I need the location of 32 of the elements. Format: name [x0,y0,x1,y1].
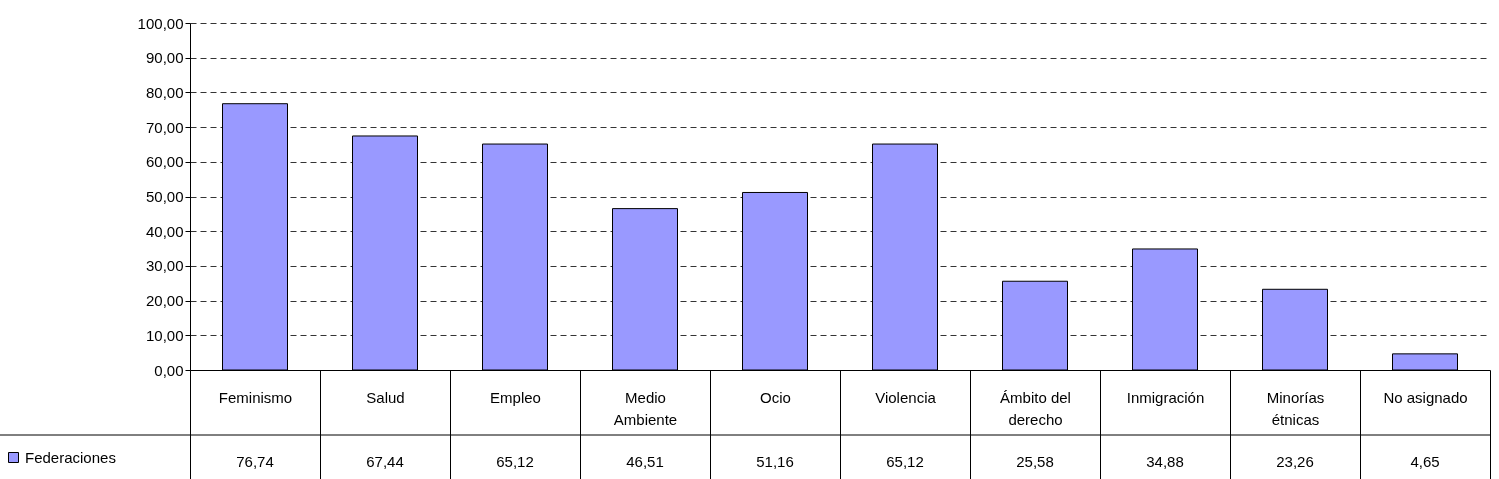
y-tick-label: 20,00 [145,292,184,310]
x-tick-label: Salud [366,388,405,406]
y-tick-label: 100,00 [137,14,184,32]
x-tick-label: Medio Ambiente [613,388,678,428]
x-tick-label: Inmigración [1126,388,1205,406]
y-tick-label: 60,00 [145,153,184,171]
data-label: 23,26 [1276,453,1314,470]
x-tick-label: Minorías étnicas [1266,388,1325,428]
y-tick-label: 50,00 [145,188,184,205]
x-tick-label: Violencia [875,388,937,406]
y-tick-label: 40,00 [145,222,184,240]
y-tick-label: 70,00 [145,118,184,136]
data-label: 34,88 [1146,453,1184,470]
y-tick-label: 0,00 [154,361,184,379]
data-label: 25,58 [1016,453,1054,470]
data-label: 65,12 [886,453,924,470]
y-tick-label: 10,00 [145,326,184,344]
data-label: 4,65 [1410,453,1440,470]
data-label: 46,51 [626,453,664,470]
y-tick-label: 90,00 [145,49,184,67]
x-tick-label: Ocio [760,388,791,406]
x-tick-label: Empleo [490,388,541,406]
data-label: 67,44 [366,453,404,470]
data-label: 76,74 [236,453,274,470]
legend-label: Federaciones [25,448,116,466]
data-label: 65,12 [496,453,534,470]
x-tick-label: Ámbito del derecho [1000,388,1071,428]
x-tick-label: Feminismo [218,388,293,406]
y-tick-label: 80,00 [145,83,184,101]
data-label: 51,16 [756,453,794,470]
y-tick-label: 30,00 [145,257,184,275]
x-tick-label: No asignado [1383,388,1468,406]
